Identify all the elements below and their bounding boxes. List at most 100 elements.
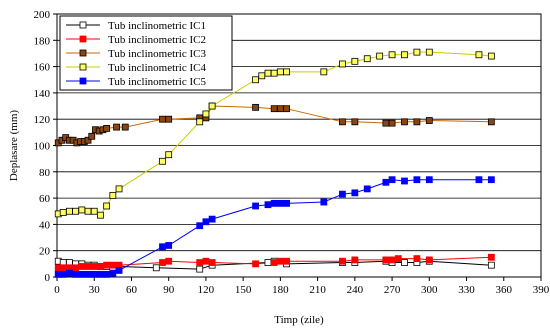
series-ic4-point [103, 202, 111, 210]
y-tick-label: 20 [39, 246, 51, 258]
x-tick-label: 300 [421, 284, 438, 296]
series-ic3-point [252, 103, 259, 111]
series-ic2-point [196, 259, 204, 266]
legend-ic3-label: Tub inclinometric IC3 [108, 48, 206, 60]
series-ic2-point [252, 260, 259, 268]
series-ic3-point [425, 117, 433, 124]
series-ic4-point [339, 60, 346, 68]
series-ic4-point [165, 151, 173, 159]
y-tick-label: 120 [34, 114, 51, 126]
series-ic2-point [388, 256, 396, 264]
series-ic5-point [339, 190, 346, 198]
series-ic5-point [208, 215, 216, 223]
series-ic5-point [103, 270, 111, 278]
x-tick-label: 150 [235, 284, 252, 296]
series-ic2-point [97, 263, 104, 270]
series-ic2-point [208, 259, 216, 266]
x-tick-label: 120 [198, 284, 215, 296]
legend-ic4-point [79, 63, 87, 71]
series-ic5-point [351, 189, 359, 197]
series-ic3-point [270, 105, 278, 113]
series-ic4-point [401, 51, 408, 59]
series-ic3-point [401, 118, 408, 126]
x-tick-label: 270 [384, 284, 401, 296]
series-ic3-point [487, 118, 495, 126]
series-ic2-point [339, 257, 346, 265]
series-ic4-point [351, 57, 359, 65]
legend-ic2-point [79, 35, 87, 43]
y-tick-label: 160 [34, 62, 51, 74]
x-tick-label: 180 [272, 284, 289, 296]
legend-ic5-label: Tub inclinometric IC5 [108, 76, 206, 88]
series-ic2-point [103, 261, 111, 269]
legend-ic4-label: Tub inclinometric IC4 [108, 62, 206, 74]
series-ic3-point [413, 118, 421, 126]
series-ic5-point [264, 201, 272, 209]
series-ic4-point [363, 55, 371, 63]
series-ic4-point [252, 76, 259, 84]
series-ic1-point [401, 259, 408, 266]
series-ic1-point [487, 261, 495, 269]
series-ic4-point [270, 69, 278, 77]
series-ic5-point [59, 270, 67, 278]
x-tick-label: 60 [126, 284, 138, 296]
x-tick-label: 240 [347, 284, 364, 296]
series-ic2-point [487, 253, 495, 261]
series-ic3-point [159, 115, 166, 123]
x-tick-label: 210 [309, 284, 326, 296]
legend-ic5-point [79, 77, 87, 85]
series-ic1-point [152, 264, 160, 272]
series-ic5-point [425, 176, 433, 184]
series-ic3-point [88, 132, 96, 140]
series-ic1-point [196, 265, 204, 273]
x-tick-label: 0 [54, 284, 60, 296]
series-ic2-point [382, 256, 390, 264]
y-tick-label: 80 [39, 167, 51, 179]
x-tick-label: 30 [89, 284, 101, 296]
series-ic5-point [84, 270, 92, 278]
series-ic4-point [264, 69, 272, 77]
series-ic4-point [159, 157, 166, 165]
series-ic2-point [59, 264, 67, 272]
series-ic4-point [78, 206, 86, 214]
series-ic4-point [109, 192, 117, 199]
series-ic3-point [165, 115, 173, 123]
series-ic2-point [283, 257, 290, 265]
series-ic5-point [90, 270, 98, 278]
series-ic2-point [165, 257, 173, 265]
series-ic2-point [276, 257, 284, 265]
y-tick-label: 60 [39, 193, 51, 205]
series-ic5-point [363, 185, 371, 193]
series-ic3-point [84, 136, 92, 144]
series-ic5-point [320, 198, 328, 206]
series-ic2-point [72, 264, 80, 272]
series-ic2-point [109, 261, 117, 269]
y-tick-label: 200 [34, 9, 51, 21]
series-ic2-point [202, 257, 210, 265]
series-ic5-point [283, 199, 290, 207]
y-tick-label: 40 [39, 219, 51, 231]
series-ic2-point [270, 259, 278, 266]
series-ic3-point [283, 105, 290, 113]
series-ic5-point [159, 243, 166, 251]
y-tick-label: 100 [34, 141, 51, 153]
series-ic5-point [252, 202, 259, 210]
series-ic4-point [115, 185, 123, 193]
series-ic5-point [109, 269, 117, 277]
series-ic5-point [382, 178, 390, 186]
series-ic4-point [59, 209, 67, 216]
series-ic4-point [196, 118, 204, 126]
series-ic3-point [103, 125, 111, 132]
y-tick-label: 180 [34, 35, 51, 47]
series-ic5-point [388, 176, 396, 184]
x-tick-label: 90 [163, 284, 175, 296]
legend-ic3-point [79, 49, 87, 57]
series-ic5-point [72, 270, 80, 278]
series-ic5-point [202, 218, 210, 226]
series-ic5-point [115, 267, 123, 274]
series-ic4-point [97, 211, 104, 219]
markers-group [54, 48, 495, 278]
series-ic5-point [78, 270, 86, 278]
series-ic1-point [264, 259, 272, 266]
